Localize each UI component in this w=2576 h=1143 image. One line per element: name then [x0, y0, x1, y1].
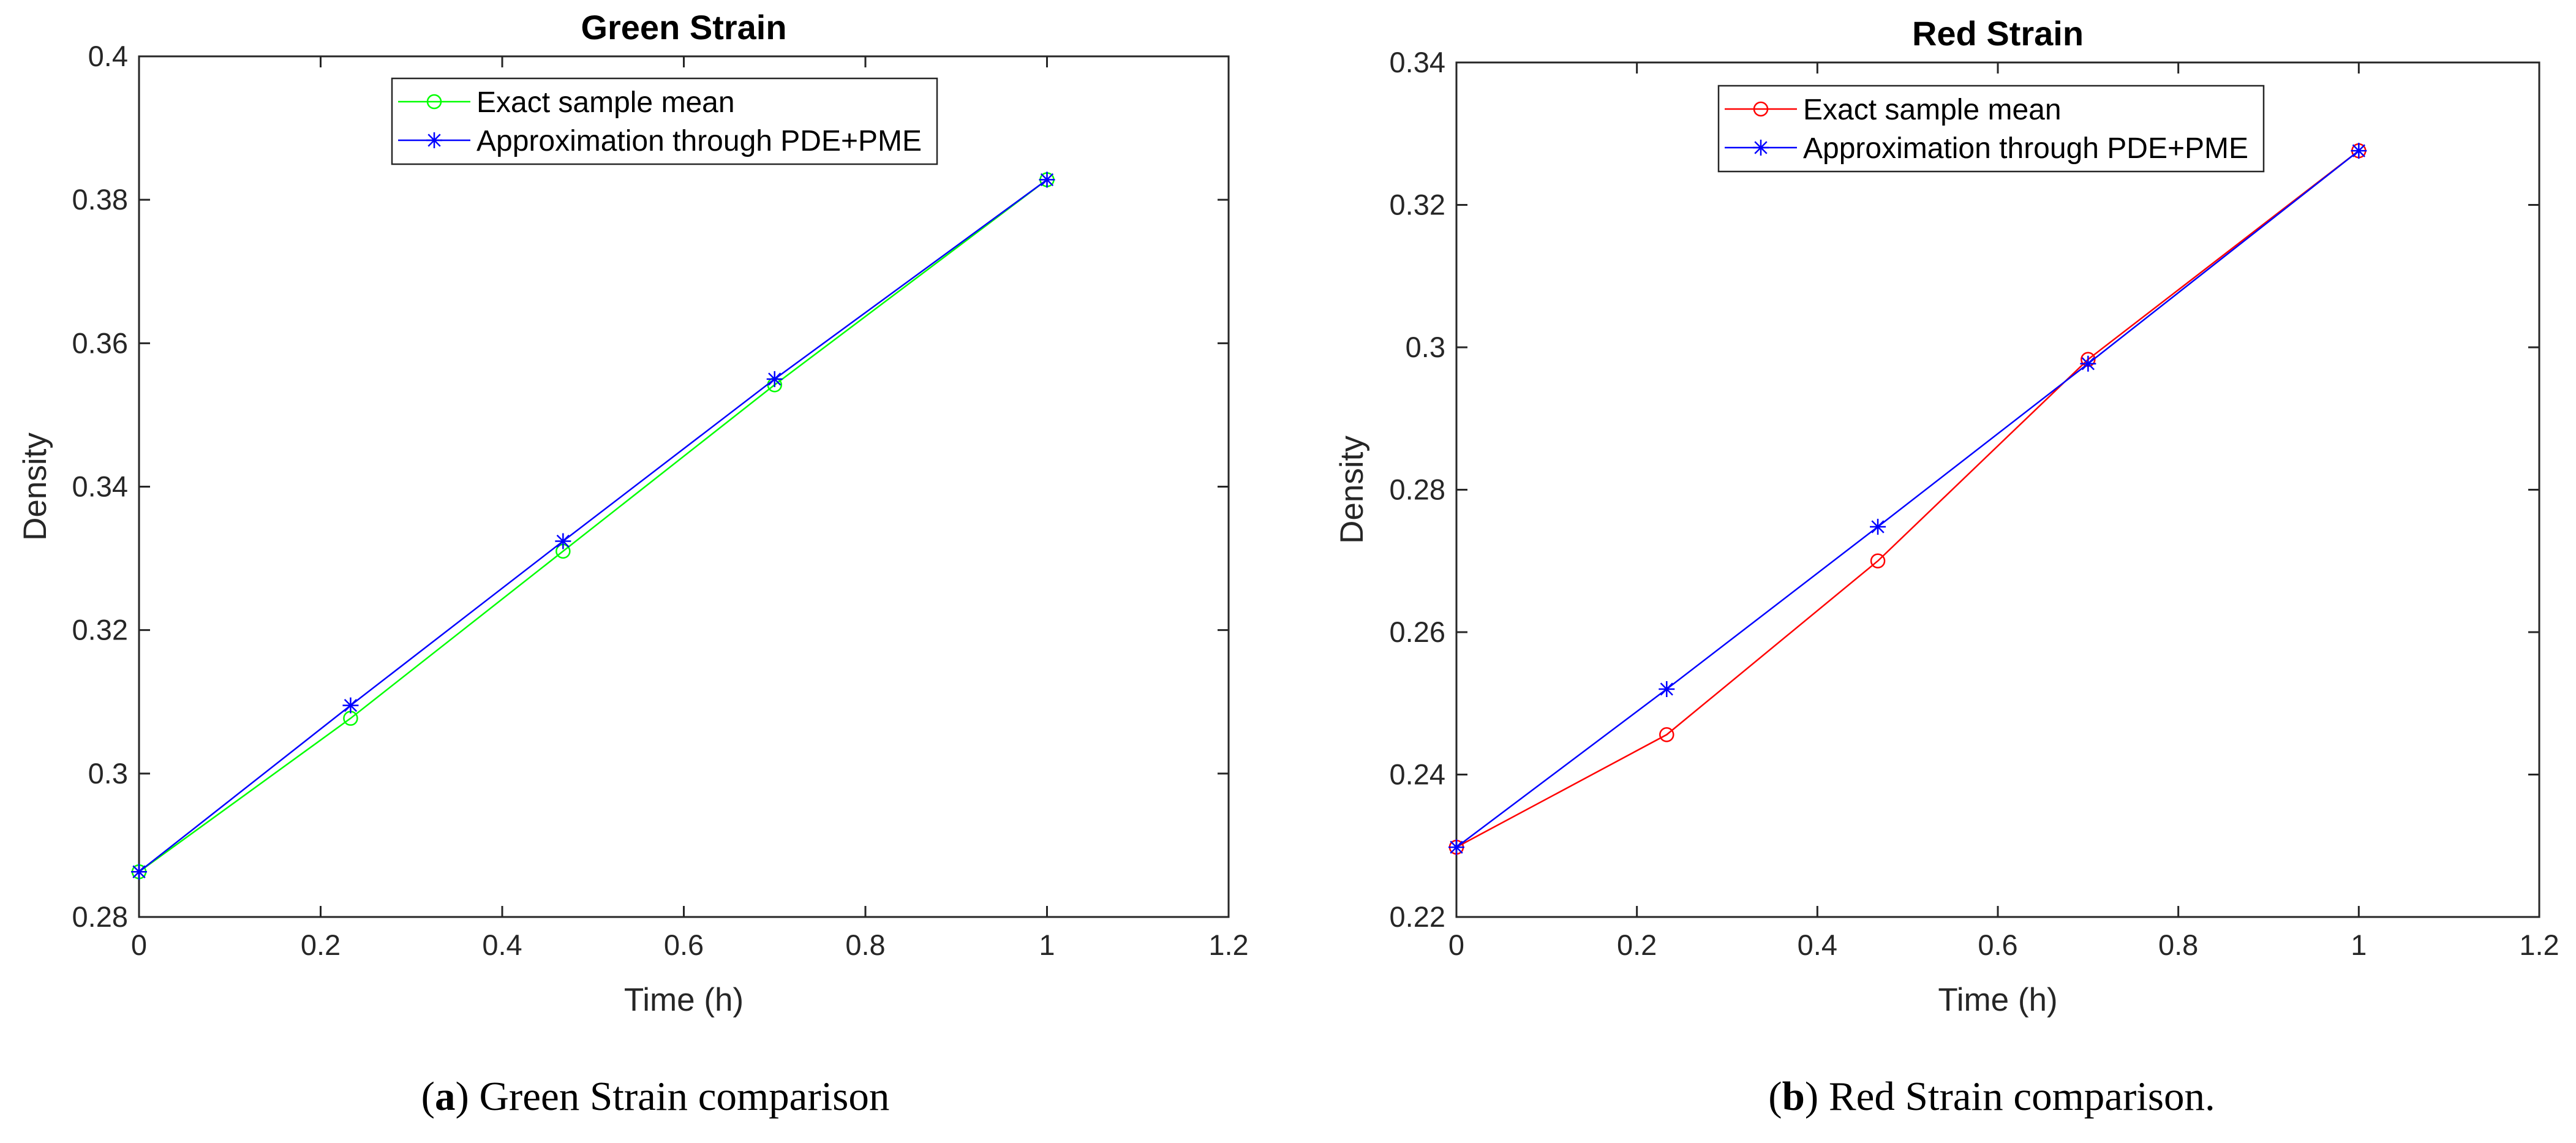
data-point: [766, 371, 783, 387]
legend-entry: Approximation through PDE+PME: [1725, 132, 2248, 165]
data-point: [1659, 681, 1675, 697]
data-point: [2351, 143, 2367, 159]
caption-letter: a: [435, 1074, 456, 1119]
caption-open-paren: (: [1768, 1074, 1782, 1119]
legend-entry: Exact sample mean: [398, 86, 735, 119]
legend-marker: [426, 94, 442, 110]
data-point: [1870, 518, 1886, 535]
chart-panel-red: 0 0.2 0.4 0.6 0.8 1 1.2 0.22 0.24 0.26 0.28 0.3 0.32…: [1334, 14, 2559, 1119]
series-line: [1456, 150, 2360, 848]
asterisk-stroke: [1660, 682, 1673, 696]
caption-text: Green Strain comparison: [480, 1074, 890, 1119]
asterisk-stroke: [132, 865, 146, 878]
plot-area: [1455, 61, 2540, 918]
y-tick-label: 0.28: [72, 900, 128, 933]
data-point: [131, 864, 147, 880]
series-approximation: [1448, 143, 2367, 856]
asterisk-stroke: [1754, 141, 1768, 154]
y-tick-label: 0.38: [72, 183, 128, 216]
data-point: [342, 697, 359, 714]
legend-entry: Approximation through PDE+PME: [398, 125, 922, 157]
legend-label: Exact sample mean: [1803, 94, 2062, 126]
legend-label: Exact sample mean: [476, 86, 735, 119]
chart-title: Green Strain: [581, 8, 786, 47]
chart-panel-green: 0 0.2 0.4 0.6 0.8 1 1.2 0.28 0.3 0.32 0.34 0.36 0.38…: [17, 8, 1249, 1119]
data-point: [555, 533, 571, 549]
asterisk-stroke: [1871, 520, 1885, 534]
y-tick-label: 0.26: [1390, 616, 1445, 648]
x-tick-label: 0.8: [2158, 929, 2198, 961]
y-tick-label: 0.34: [72, 470, 128, 503]
x-tick-label: 0.2: [1617, 929, 1657, 961]
series-approximation: [131, 172, 1055, 880]
y-tick-label: 0.4: [88, 40, 128, 72]
asterisk-stroke: [1040, 173, 1054, 187]
x-tick-label: 1: [1039, 929, 1055, 961]
caption-text: Red Strain comparison.: [1829, 1074, 2215, 1119]
legend-marker: [426, 132, 442, 148]
data-point: [1870, 553, 1886, 568]
y-tick-label: 0.22: [1390, 900, 1445, 933]
data-point: [1448, 839, 1464, 856]
x-tick-label: 0.4: [482, 929, 522, 961]
asterisk-stroke: [556, 534, 570, 548]
legend: Exact sample mean Approximation through P…: [1717, 85, 2265, 173]
y-axis-label: Density: [1334, 436, 1370, 544]
y-tick-label: 0.34: [1390, 46, 1445, 78]
legend-marker: [1753, 101, 1769, 117]
y-tick-label: 0.24: [1390, 758, 1445, 791]
y-tick-label: 0.36: [72, 326, 128, 359]
asterisk-stroke: [768, 372, 781, 386]
y-tick-label: 0.32: [72, 614, 128, 646]
y-tick-label: 0.3: [88, 757, 128, 790]
x-tick-label: 1.2: [1208, 929, 1248, 961]
data-point: [1659, 727, 1674, 742]
asterisk-stroke: [1450, 840, 1463, 854]
x-tick-label: 0.4: [1798, 929, 1837, 961]
x-tick-label: 0.8: [845, 929, 885, 961]
y-tick-label: 0.32: [1390, 189, 1445, 221]
caption-open-paren: (: [421, 1074, 435, 1119]
x-axis-label: Time (h): [1938, 982, 2057, 1018]
x-tick-label: 0: [1448, 929, 1464, 961]
panel-caption: (b) Red Strain comparison.: [1768, 1074, 2215, 1119]
asterisk-stroke: [2081, 357, 2095, 371]
caption-close-paren: ): [1805, 1074, 1829, 1119]
x-tick-label: 0.6: [664, 929, 704, 961]
legend-box: [391, 77, 938, 165]
x-tick-label: 0.6: [1978, 929, 2017, 961]
asterisk-stroke: [344, 698, 358, 712]
data-point: [2080, 355, 2096, 372]
legend-entry: Exact sample mean: [1725, 94, 2062, 126]
caption-letter: b: [1782, 1074, 1805, 1119]
y-tick-label: 0.28: [1390, 473, 1445, 506]
legend-label: Approximation through PDE+PME: [1803, 132, 2248, 165]
chart-title: Red Strain: [1912, 14, 2084, 53]
x-axis-label: Time (h): [624, 982, 744, 1018]
legend: Exact sample mean Approximation through P…: [391, 77, 938, 165]
data-point: [1039, 172, 1055, 188]
legend-label: Approximation through PDE+PME: [476, 125, 922, 157]
x-tick-label: 1.2: [2519, 929, 2559, 961]
x-tick-label: 0.2: [301, 929, 341, 961]
y-tick-label: 0.3: [1406, 331, 1445, 363]
legend-marker: [1753, 140, 1769, 156]
caption-close-paren: ): [455, 1074, 479, 1119]
panel-caption: (a) Green Strain comparison: [421, 1074, 890, 1119]
plot-area: [138, 55, 1230, 918]
x-tick-label: 1: [2351, 929, 2367, 961]
legend-box: [1717, 85, 2265, 173]
y-axis-label: Density: [17, 432, 53, 541]
x-tick-label: 0: [131, 929, 147, 961]
asterisk-stroke: [2352, 144, 2365, 157]
asterisk-stroke: [427, 134, 441, 147]
series-line: [138, 179, 1048, 873]
